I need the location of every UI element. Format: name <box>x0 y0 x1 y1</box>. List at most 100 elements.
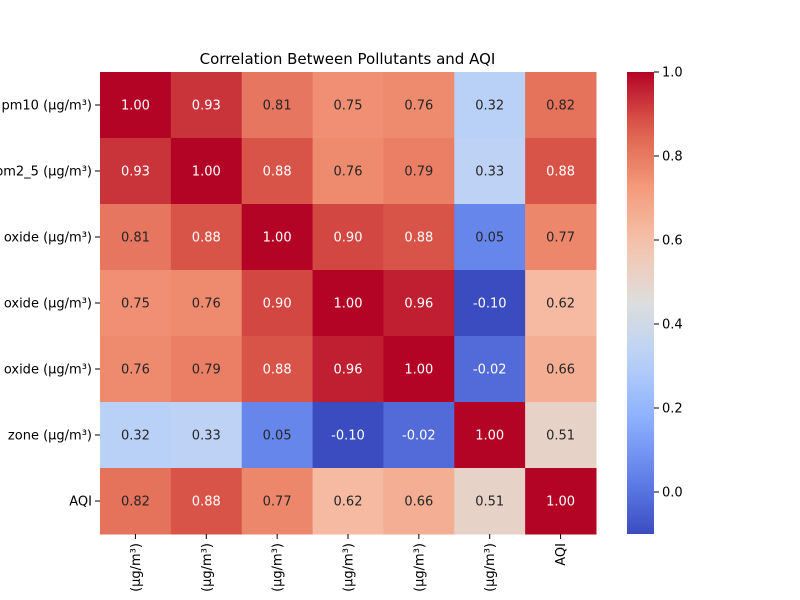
heatmap-cell <box>383 468 455 535</box>
heatmap-cell <box>100 138 172 205</box>
colorbar-tick-label: 0.4 <box>662 318 683 333</box>
cell-value-label: 0.90 <box>263 297 292 312</box>
row-tick-label: oxide (µg/m³) <box>4 363 92 378</box>
heatmap-cell <box>383 138 455 205</box>
column-tick-label: (µg/m³) <box>129 543 144 592</box>
heatmap-cell <box>383 336 455 403</box>
row-tick-label: oxide (µg/m³) <box>4 231 92 246</box>
heatmap-cell <box>312 270 384 337</box>
cell-value-label: 0.79 <box>404 165 433 180</box>
cell-value-label: 0.82 <box>546 99 575 114</box>
heatmap-cell <box>525 336 597 403</box>
heatmap-cell <box>100 72 172 139</box>
heatmap-cell <box>525 468 597 535</box>
cell-value-label: 1.00 <box>404 363 433 378</box>
cell-value-label: 0.88 <box>263 363 292 378</box>
column-tick-label: (µg/m³) <box>412 543 427 592</box>
cell-value-label: -0.10 <box>331 429 365 444</box>
cell-value-label: 0.88 <box>192 495 221 510</box>
cell-value-label: 0.93 <box>192 99 221 114</box>
cell-value-label: -0.10 <box>473 297 507 312</box>
cell-value-label: 1.00 <box>475 429 504 444</box>
cell-value-label: 0.62 <box>546 297 575 312</box>
cell-value-label: 0.93 <box>121 165 150 180</box>
colorbar-tick-label: 0.6 <box>662 234 683 249</box>
cell-value-label: 0.32 <box>121 429 150 444</box>
colorbar-tick-label: 0.2 <box>662 402 683 417</box>
heatmap-cell <box>525 204 597 271</box>
column-labels: (µg/m³) (µg/m³) (µg/m³) (µg/m³) (µg/m³) (µg/m… <box>129 534 569 592</box>
heatmap-cell <box>241 468 314 535</box>
heatmap-cell <box>312 138 384 205</box>
cell-value-label: 0.33 <box>192 429 221 444</box>
chart-title: Correlation Between Pollutants and AQI <box>200 50 496 68</box>
cell-value-label: 0.51 <box>475 495 504 510</box>
cell-value-label: 0.66 <box>404 495 433 510</box>
cell-value-label: 0.96 <box>334 363 363 378</box>
heatmap-cell <box>170 468 243 535</box>
heatmap-cell <box>170 336 243 403</box>
cell-value-label: 0.96 <box>404 297 433 312</box>
cell-value-label: 0.76 <box>192 297 221 312</box>
cell-value-label: 1.00 <box>546 495 575 510</box>
heatmap-cell <box>170 204 243 271</box>
heatmap-cell <box>454 402 526 469</box>
heatmap-cell <box>454 138 526 205</box>
cell-value-label: 0.76 <box>121 363 150 378</box>
cell-value-label: 0.51 <box>546 429 575 444</box>
cell-value-label: 0.76 <box>404 99 433 114</box>
column-tick-label: (µg/m³) <box>342 543 357 592</box>
heatmap-cell <box>383 204 455 271</box>
cell-value-label: 0.88 <box>404 231 433 246</box>
heatmap-cell <box>241 336 314 403</box>
heatmap-cell <box>100 204 172 271</box>
cell-value-label: 1.00 <box>121 99 150 114</box>
cell-value-label: 0.75 <box>334 99 363 114</box>
cell-value-label: 0.82 <box>121 495 150 510</box>
heatmap-cell <box>241 402 314 469</box>
cell-value-label: 0.88 <box>263 165 292 180</box>
heatmap-cell <box>312 204 384 271</box>
cell-value-label: 0.81 <box>121 231 150 246</box>
row-tick-label: zone (µg/m³) <box>8 429 92 444</box>
row-labels: pm10 (µg/m³) pm2_5 (µg/m³) oxide (µg/m³) ox… <box>0 99 100 510</box>
cell-value-label: 0.66 <box>546 363 575 378</box>
heatmap-cell <box>525 402 597 469</box>
cell-value-label: 0.33 <box>475 165 504 180</box>
heatmap-cells: 1.00 0.93 0.81 0.75 0.76 0.32 0.82 0.93 1.00 0.88… <box>100 72 597 535</box>
heatmap-cell <box>454 72 526 139</box>
heatmap-cell <box>241 138 314 205</box>
cell-value-label: 1.00 <box>334 297 363 312</box>
cell-value-label: -0.02 <box>402 429 436 444</box>
column-tick-label: (µg/m³) <box>271 543 286 592</box>
heatmap-cell <box>312 402 384 469</box>
colorbar-tick-label: 1.0 <box>662 66 683 81</box>
cell-value-label: 0.88 <box>546 165 575 180</box>
heatmap-cell <box>383 402 455 469</box>
row-tick-label: oxide (µg/m³) <box>4 297 92 312</box>
cell-value-label: 0.77 <box>546 231 575 246</box>
heatmap-cell <box>454 270 526 337</box>
cell-value-label: -0.02 <box>473 363 507 378</box>
heatmap-cell <box>241 270 314 337</box>
heatmap-cell <box>170 72 243 139</box>
row-tick-label: pm10 (µg/m³) <box>1 99 92 114</box>
cell-value-label: 0.76 <box>334 165 363 180</box>
heatmap-cell <box>312 468 384 535</box>
cell-value-label: 0.75 <box>121 297 150 312</box>
heatmap-cell <box>525 138 597 205</box>
heatmap-cell <box>454 468 526 535</box>
heatmap-cell <box>383 72 455 139</box>
cell-value-label: 0.77 <box>263 495 292 510</box>
column-tick-label: AQI <box>554 543 569 566</box>
cell-value-label: 1.00 <box>192 165 221 180</box>
heatmap-cell <box>312 72 384 139</box>
column-tick-label: (µg/m³) <box>200 543 215 592</box>
row-tick-label: AQI <box>69 495 92 510</box>
cell-value-label: 0.90 <box>334 231 363 246</box>
heatmap-cell <box>100 402 172 469</box>
cell-value-label: 0.05 <box>263 429 292 444</box>
colorbar-tick-label: 0.8 <box>662 150 683 165</box>
heatmap-cell <box>525 72 597 139</box>
